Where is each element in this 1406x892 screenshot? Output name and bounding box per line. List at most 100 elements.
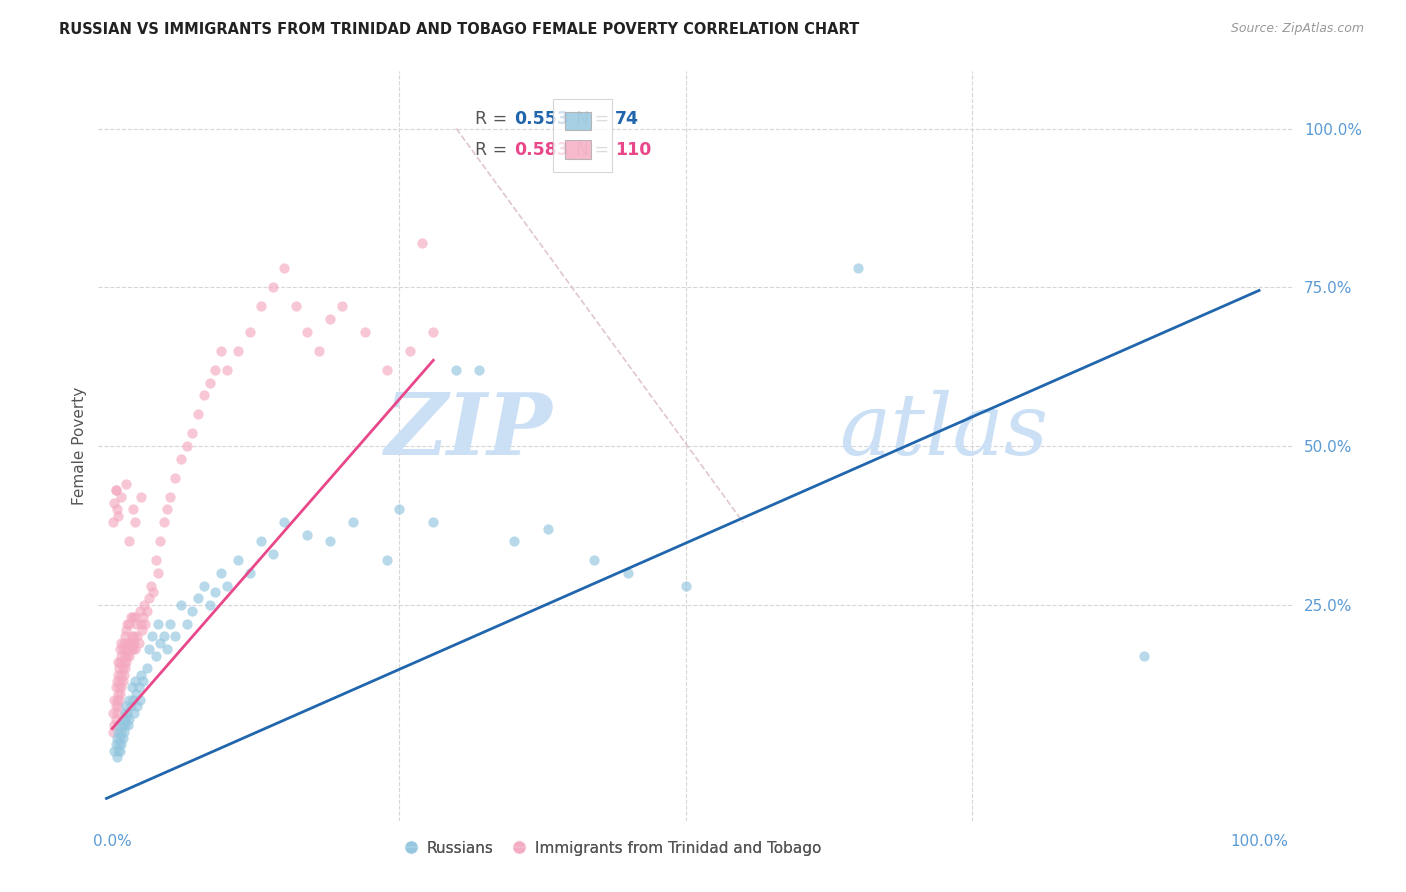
Immigrants from Trinidad and Tobago (108, 687, 131, 701)
Russians (128, 693, 150, 707)
Russians (262, 547, 284, 561)
Text: R =: R = (475, 141, 513, 159)
Immigrants from Trinidad and Tobago (108, 642, 131, 657)
Immigrants from Trinidad and Tobago (122, 636, 145, 650)
Immigrants from Trinidad and Tobago (104, 681, 127, 695)
Russians (239, 566, 262, 580)
Immigrants from Trinidad and Tobago (112, 655, 135, 669)
Russians (146, 616, 169, 631)
Russians (502, 534, 524, 549)
Text: 74: 74 (614, 111, 638, 128)
Russians (125, 687, 148, 701)
Russians (114, 718, 136, 732)
Russians (170, 598, 193, 612)
Russians (110, 724, 132, 739)
Immigrants from Trinidad and Tobago (121, 502, 143, 516)
Immigrants from Trinidad and Tobago (156, 502, 179, 516)
Immigrants from Trinidad and Tobago (108, 693, 131, 707)
Immigrants from Trinidad and Tobago (128, 636, 150, 650)
Russians (675, 579, 697, 593)
Immigrants from Trinidad and Tobago (107, 699, 129, 714)
Immigrants from Trinidad and Tobago (111, 661, 134, 675)
Immigrants from Trinidad and Tobago (112, 636, 135, 650)
Russians (105, 750, 128, 764)
Russians (342, 515, 364, 529)
Immigrants from Trinidad and Tobago (108, 681, 131, 695)
Immigrants from Trinidad and Tobago (115, 623, 138, 637)
Y-axis label: Female Poverty: Female Poverty (72, 387, 87, 505)
Immigrants from Trinidad and Tobago (181, 426, 204, 441)
Immigrants from Trinidad and Tobago (112, 667, 135, 681)
Russians (118, 712, 141, 726)
Immigrants from Trinidad and Tobago (284, 299, 307, 313)
Russians (108, 718, 131, 732)
Russians (193, 579, 215, 593)
Russians (112, 712, 135, 726)
Russians (181, 604, 204, 618)
Immigrants from Trinidad and Tobago (107, 667, 129, 681)
Immigrants from Trinidad and Tobago (115, 648, 138, 663)
Russians (159, 616, 181, 631)
Immigrants from Trinidad and Tobago (170, 451, 193, 466)
Russians (204, 585, 226, 599)
Russians (422, 515, 444, 529)
Russians (228, 553, 250, 567)
Immigrants from Trinidad and Tobago (209, 343, 232, 358)
Immigrants from Trinidad and Tobago (152, 515, 174, 529)
Immigrants from Trinidad and Tobago (121, 610, 143, 624)
Russians (108, 731, 131, 745)
Text: 110: 110 (614, 141, 651, 159)
Immigrants from Trinidad and Tobago (120, 610, 142, 624)
Immigrants from Trinidad and Tobago (204, 363, 226, 377)
Immigrants from Trinidad and Tobago (262, 280, 284, 294)
Immigrants from Trinidad and Tobago (330, 299, 353, 313)
Immigrants from Trinidad and Tobago (118, 648, 141, 663)
Immigrants from Trinidad and Tobago (103, 496, 125, 510)
Immigrants from Trinidad and Tobago (159, 490, 181, 504)
Immigrants from Trinidad and Tobago (108, 673, 131, 688)
Immigrants from Trinidad and Tobago (124, 515, 146, 529)
Immigrants from Trinidad and Tobago (146, 566, 169, 580)
Immigrants from Trinidad and Tobago (131, 623, 153, 637)
Russians (617, 566, 640, 580)
Russians (537, 522, 560, 536)
Immigrants from Trinidad and Tobago (107, 508, 129, 523)
Immigrants from Trinidad and Tobago (118, 534, 141, 549)
Russians (145, 648, 167, 663)
Immigrants from Trinidad and Tobago (198, 376, 221, 390)
Immigrants from Trinidad and Tobago (215, 363, 238, 377)
Immigrants from Trinidad and Tobago (129, 616, 152, 631)
Russians (122, 706, 145, 720)
Russians (295, 528, 318, 542)
Immigrants from Trinidad and Tobago (121, 630, 143, 644)
Russians (107, 744, 129, 758)
Immigrants from Trinidad and Tobago (111, 673, 134, 688)
Immigrants from Trinidad and Tobago (121, 642, 143, 657)
Immigrants from Trinidad and Tobago (117, 636, 139, 650)
Text: ZIP: ZIP (385, 389, 553, 473)
Immigrants from Trinidad and Tobago (115, 642, 138, 657)
Immigrants from Trinidad and Tobago (273, 261, 295, 276)
Russians (108, 738, 131, 752)
Immigrants from Trinidad and Tobago (104, 483, 127, 498)
Russians (215, 579, 238, 593)
Russians (115, 706, 138, 720)
Russians (582, 553, 605, 567)
Russians (107, 724, 129, 739)
Russians (198, 598, 221, 612)
Immigrants from Trinidad and Tobago (377, 363, 399, 377)
Russians (138, 642, 160, 657)
Immigrants from Trinidad and Tobago (193, 388, 215, 402)
Russians (156, 642, 179, 657)
Immigrants from Trinidad and Tobago (103, 515, 125, 529)
Immigrants from Trinidad and Tobago (103, 706, 125, 720)
Russians (110, 738, 132, 752)
Russians (319, 534, 342, 549)
Immigrants from Trinidad and Tobago (120, 642, 142, 657)
Immigrants from Trinidad and Tobago (124, 642, 146, 657)
Russians (111, 718, 134, 732)
Immigrants from Trinidad and Tobago (125, 616, 148, 631)
Immigrants from Trinidad and Tobago (165, 471, 187, 485)
Russians (468, 363, 491, 377)
Immigrants from Trinidad and Tobago (114, 630, 136, 644)
